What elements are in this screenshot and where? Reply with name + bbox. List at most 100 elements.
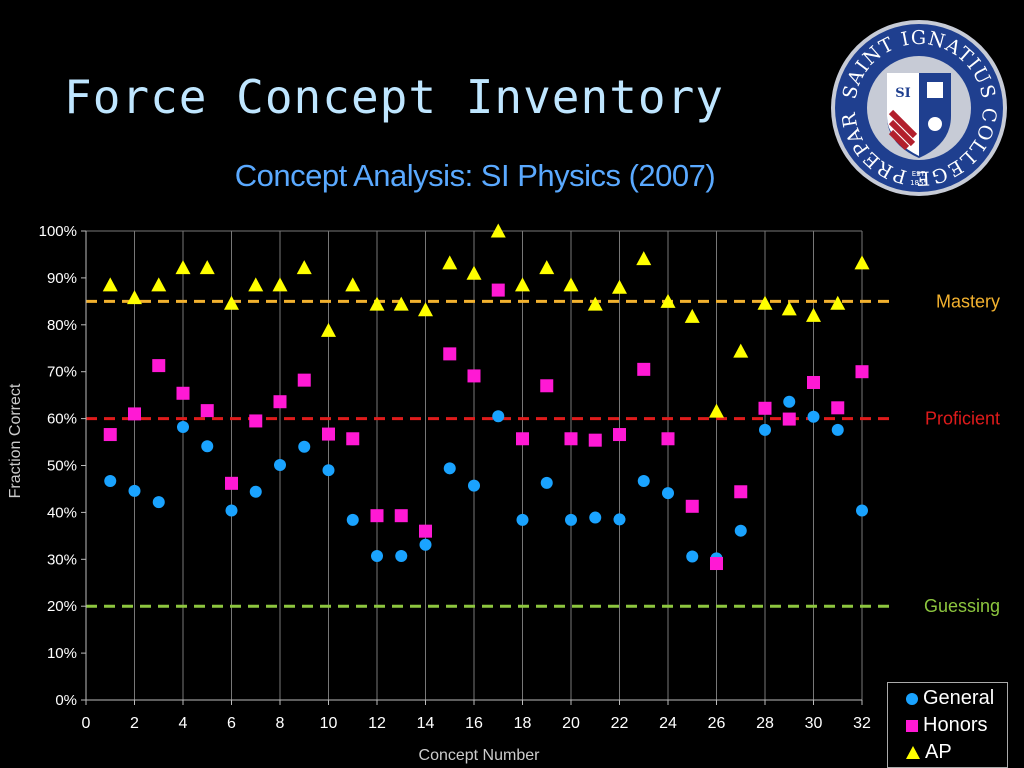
honors-point-20 (564, 432, 578, 446)
ap-point-25 (684, 308, 700, 323)
y-tick-label-3: 30% (47, 551, 77, 568)
honors-point-3 (152, 359, 166, 373)
honors-point-31 (831, 401, 845, 415)
honors-point-32 (855, 365, 869, 379)
ap-point-4 (175, 260, 191, 275)
y-tick-label-7: 70% (47, 364, 77, 381)
general-point-4 (177, 421, 189, 434)
ap-point-11 (345, 277, 361, 292)
x-tick-label-5: 10 (320, 715, 338, 732)
x-tick-label-13: 26 (708, 715, 726, 732)
honors-point-15 (443, 347, 457, 361)
honors-point-27 (734, 485, 748, 499)
ap-point-14 (418, 302, 433, 317)
general-point-25 (686, 550, 699, 563)
general-point-3 (152, 496, 165, 509)
x-tick-label-11: 22 (611, 715, 629, 732)
general-point-22 (613, 513, 626, 526)
reference-label-guessing: Guessing (924, 596, 1000, 616)
seal-est-text: EST. (912, 170, 927, 178)
ap-point-2 (127, 290, 142, 305)
data-marks-layer (102, 223, 870, 571)
general-point-8 (274, 459, 286, 472)
general-point-17 (492, 410, 505, 423)
legend-label-honors: Honors (923, 714, 988, 736)
general-point-9 (298, 440, 311, 453)
ap-point-28 (757, 295, 773, 310)
ap-point-12 (369, 296, 385, 311)
ap-point-26 (709, 403, 724, 418)
y-tick-label-10: 100% (39, 223, 77, 240)
x-tick-label-7: 14 (417, 715, 435, 732)
honors-point-17 (491, 283, 505, 297)
x-tick-label-9: 18 (514, 715, 532, 732)
shield-castle (927, 82, 943, 98)
general-point-14 (419, 538, 432, 551)
x-tick-label-16: 32 (853, 715, 871, 732)
general-point-19 (540, 476, 553, 489)
reference-label-mastery: Mastery (936, 291, 1000, 311)
general-point-21 (589, 511, 602, 524)
y-tick-label-8: 80% (47, 317, 77, 334)
honors-point-13 (394, 509, 408, 523)
ap-point-13 (393, 296, 409, 311)
x-tick-label-0: 0 (82, 715, 91, 732)
shield-si-box (891, 78, 915, 104)
general-point-16 (468, 479, 480, 492)
x-axis-label: Concept Number (419, 747, 541, 764)
legend-item-ap: AP (906, 739, 1007, 766)
general-point-28 (759, 423, 771, 436)
honors-point-8 (273, 395, 287, 409)
honors-point-18 (516, 432, 529, 446)
legend-label-general: General (923, 687, 995, 709)
y-tick-label-4: 40% (47, 504, 77, 521)
general-point-23 (637, 474, 650, 487)
general-point-12 (371, 550, 383, 563)
school-seal-logo: SAINT IGNATIUS COLLEGE PREPARATORY SI ES… (821, 1, 1009, 198)
honors-point-2 (128, 407, 141, 421)
honors-point-14 (419, 524, 432, 538)
ap-point-24 (660, 293, 676, 308)
ap-point-23 (636, 251, 652, 266)
general-point-18 (516, 513, 529, 526)
general-point-27 (734, 524, 747, 537)
x-tick-label-6: 12 (368, 715, 386, 732)
general-point-1 (104, 474, 117, 487)
ap-point-7 (248, 277, 264, 292)
honors-point-12 (370, 509, 384, 523)
general-point-31 (831, 423, 844, 436)
honors-point-26 (710, 557, 723, 571)
x-tick-label-12: 24 (659, 715, 677, 732)
general-point-11 (346, 513, 359, 526)
ap-point-16 (466, 265, 482, 280)
legend-item-general: General (906, 685, 1007, 712)
general-point-29 (783, 395, 796, 408)
y-tick-label-1: 10% (47, 645, 77, 662)
honors-point-10 (322, 427, 335, 441)
slide-title: Force Concept Inventory (64, 70, 724, 124)
x-tick-label-1: 2 (130, 715, 139, 732)
honors-point-19 (540, 379, 554, 393)
honors-point-16 (467, 369, 481, 383)
chart-title: Concept Analysis: SI Physics (2007) (234, 158, 716, 193)
general-point-13 (395, 550, 408, 563)
honors-point-25 (685, 499, 699, 513)
honors-point-11 (346, 432, 360, 446)
ap-point-10 (321, 322, 336, 337)
ap-point-22 (612, 279, 627, 294)
honors-point-1 (103, 428, 117, 442)
ap-point-15 (442, 255, 458, 270)
ap-point-29 (781, 301, 797, 316)
ap-point-20 (563, 277, 579, 292)
general-point-2 (128, 484, 141, 497)
honors-point-28 (758, 401, 772, 415)
ap-point-6 (224, 295, 239, 310)
honors-point-4 (176, 386, 190, 400)
x-tick-label-2: 4 (179, 715, 188, 732)
shield-si-text: SI (895, 86, 910, 101)
honors-point-7 (249, 414, 263, 428)
x-tick-label-14: 28 (756, 715, 774, 732)
general-point-10 (322, 464, 335, 477)
honors-point-6 (225, 476, 238, 490)
